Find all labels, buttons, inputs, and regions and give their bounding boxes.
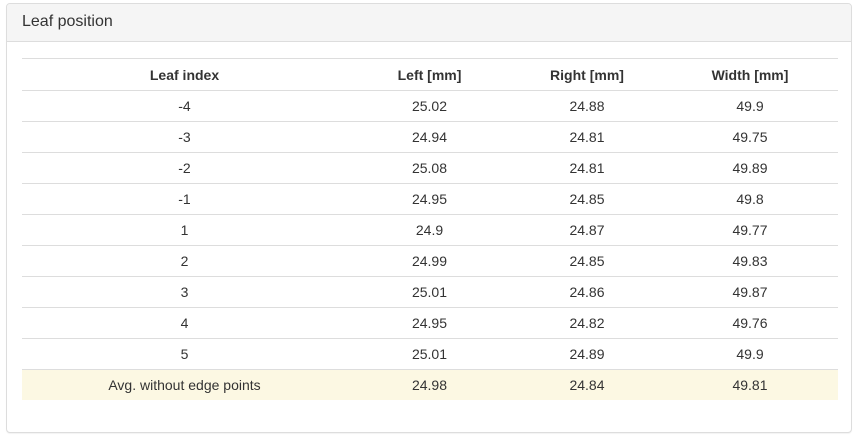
leaf-position-panel: Leaf position Leaf index Left [mm] Right…: [6, 3, 852, 433]
cell-leaf-index: -4: [22, 90, 347, 122]
cell-right: 24.85: [512, 183, 662, 215]
cell-width: 49.9: [662, 90, 838, 122]
cell-width: 49.8: [662, 183, 838, 215]
summary-label: Avg. without edge points: [22, 369, 347, 400]
cell-width: 49.83: [662, 245, 838, 277]
table-row: 3 25.01 24.86 49.87: [22, 276, 838, 308]
cell-left: 25.02: [347, 90, 512, 122]
summary-right: 24.84: [512, 369, 662, 400]
cell-leaf-index: 2: [22, 245, 347, 277]
table-row: 2 24.99 24.85 49.83: [22, 245, 838, 277]
table-row: -2 25.08 24.81 49.89: [22, 152, 838, 184]
cell-width: 49.9: [662, 338, 838, 370]
summary-left: 24.98: [347, 369, 512, 400]
cell-left: 25.08: [347, 152, 512, 184]
cell-left: 25.01: [347, 338, 512, 370]
table-row: 1 24.9 24.87 49.77: [22, 214, 838, 246]
cell-leaf-index: 1: [22, 214, 347, 246]
cell-leaf-index: 5: [22, 338, 347, 370]
cell-left: 24.94: [347, 121, 512, 153]
table-row: 5 25.01 24.89 49.9: [22, 338, 838, 370]
header-leaf-index: Leaf index: [22, 58, 347, 91]
cell-width: 49.77: [662, 214, 838, 246]
cell-right: 24.85: [512, 245, 662, 277]
cell-left: 24.99: [347, 245, 512, 277]
summary-row: Avg. without edge points 24.98 24.84 49.…: [22, 369, 838, 400]
panel-body: Leaf index Left [mm] Right [mm] Width [m…: [7, 42, 851, 400]
cell-right: 24.89: [512, 338, 662, 370]
cell-width: 49.76: [662, 307, 838, 339]
cell-left: 24.9: [347, 214, 512, 246]
table-row: -4 25.02 24.88 49.9: [22, 90, 838, 122]
cell-width: 49.89: [662, 152, 838, 184]
summary-width: 49.81: [662, 369, 838, 400]
cell-leaf-index: 3: [22, 276, 347, 308]
cell-right: 24.86: [512, 276, 662, 308]
table-row: 4 24.95 24.82 49.76: [22, 307, 838, 339]
cell-right: 24.82: [512, 307, 662, 339]
header-width: Width [mm]: [662, 58, 838, 91]
header-right: Right [mm]: [512, 58, 662, 91]
cell-left: 24.95: [347, 307, 512, 339]
cell-right: 24.88: [512, 90, 662, 122]
header-left: Left [mm]: [347, 58, 512, 91]
cell-leaf-index: -2: [22, 152, 347, 184]
cell-right: 24.81: [512, 121, 662, 153]
cell-leaf-index: -1: [22, 183, 347, 215]
panel-title: Leaf position: [7, 4, 851, 42]
table-row: -3 24.94 24.81 49.75: [22, 121, 838, 153]
table-header-row: Leaf index Left [mm] Right [mm] Width [m…: [22, 58, 838, 91]
cell-right: 24.87: [512, 214, 662, 246]
cell-left: 25.01: [347, 276, 512, 308]
cell-leaf-index: 4: [22, 307, 347, 339]
cell-leaf-index: -3: [22, 121, 347, 153]
cell-width: 49.75: [662, 121, 838, 153]
cell-width: 49.87: [662, 276, 838, 308]
table-row: -1 24.95 24.85 49.8: [22, 183, 838, 215]
leaf-position-table: Leaf index Left [mm] Right [mm] Width [m…: [22, 58, 838, 400]
cell-right: 24.81: [512, 152, 662, 184]
cell-left: 24.95: [347, 183, 512, 215]
